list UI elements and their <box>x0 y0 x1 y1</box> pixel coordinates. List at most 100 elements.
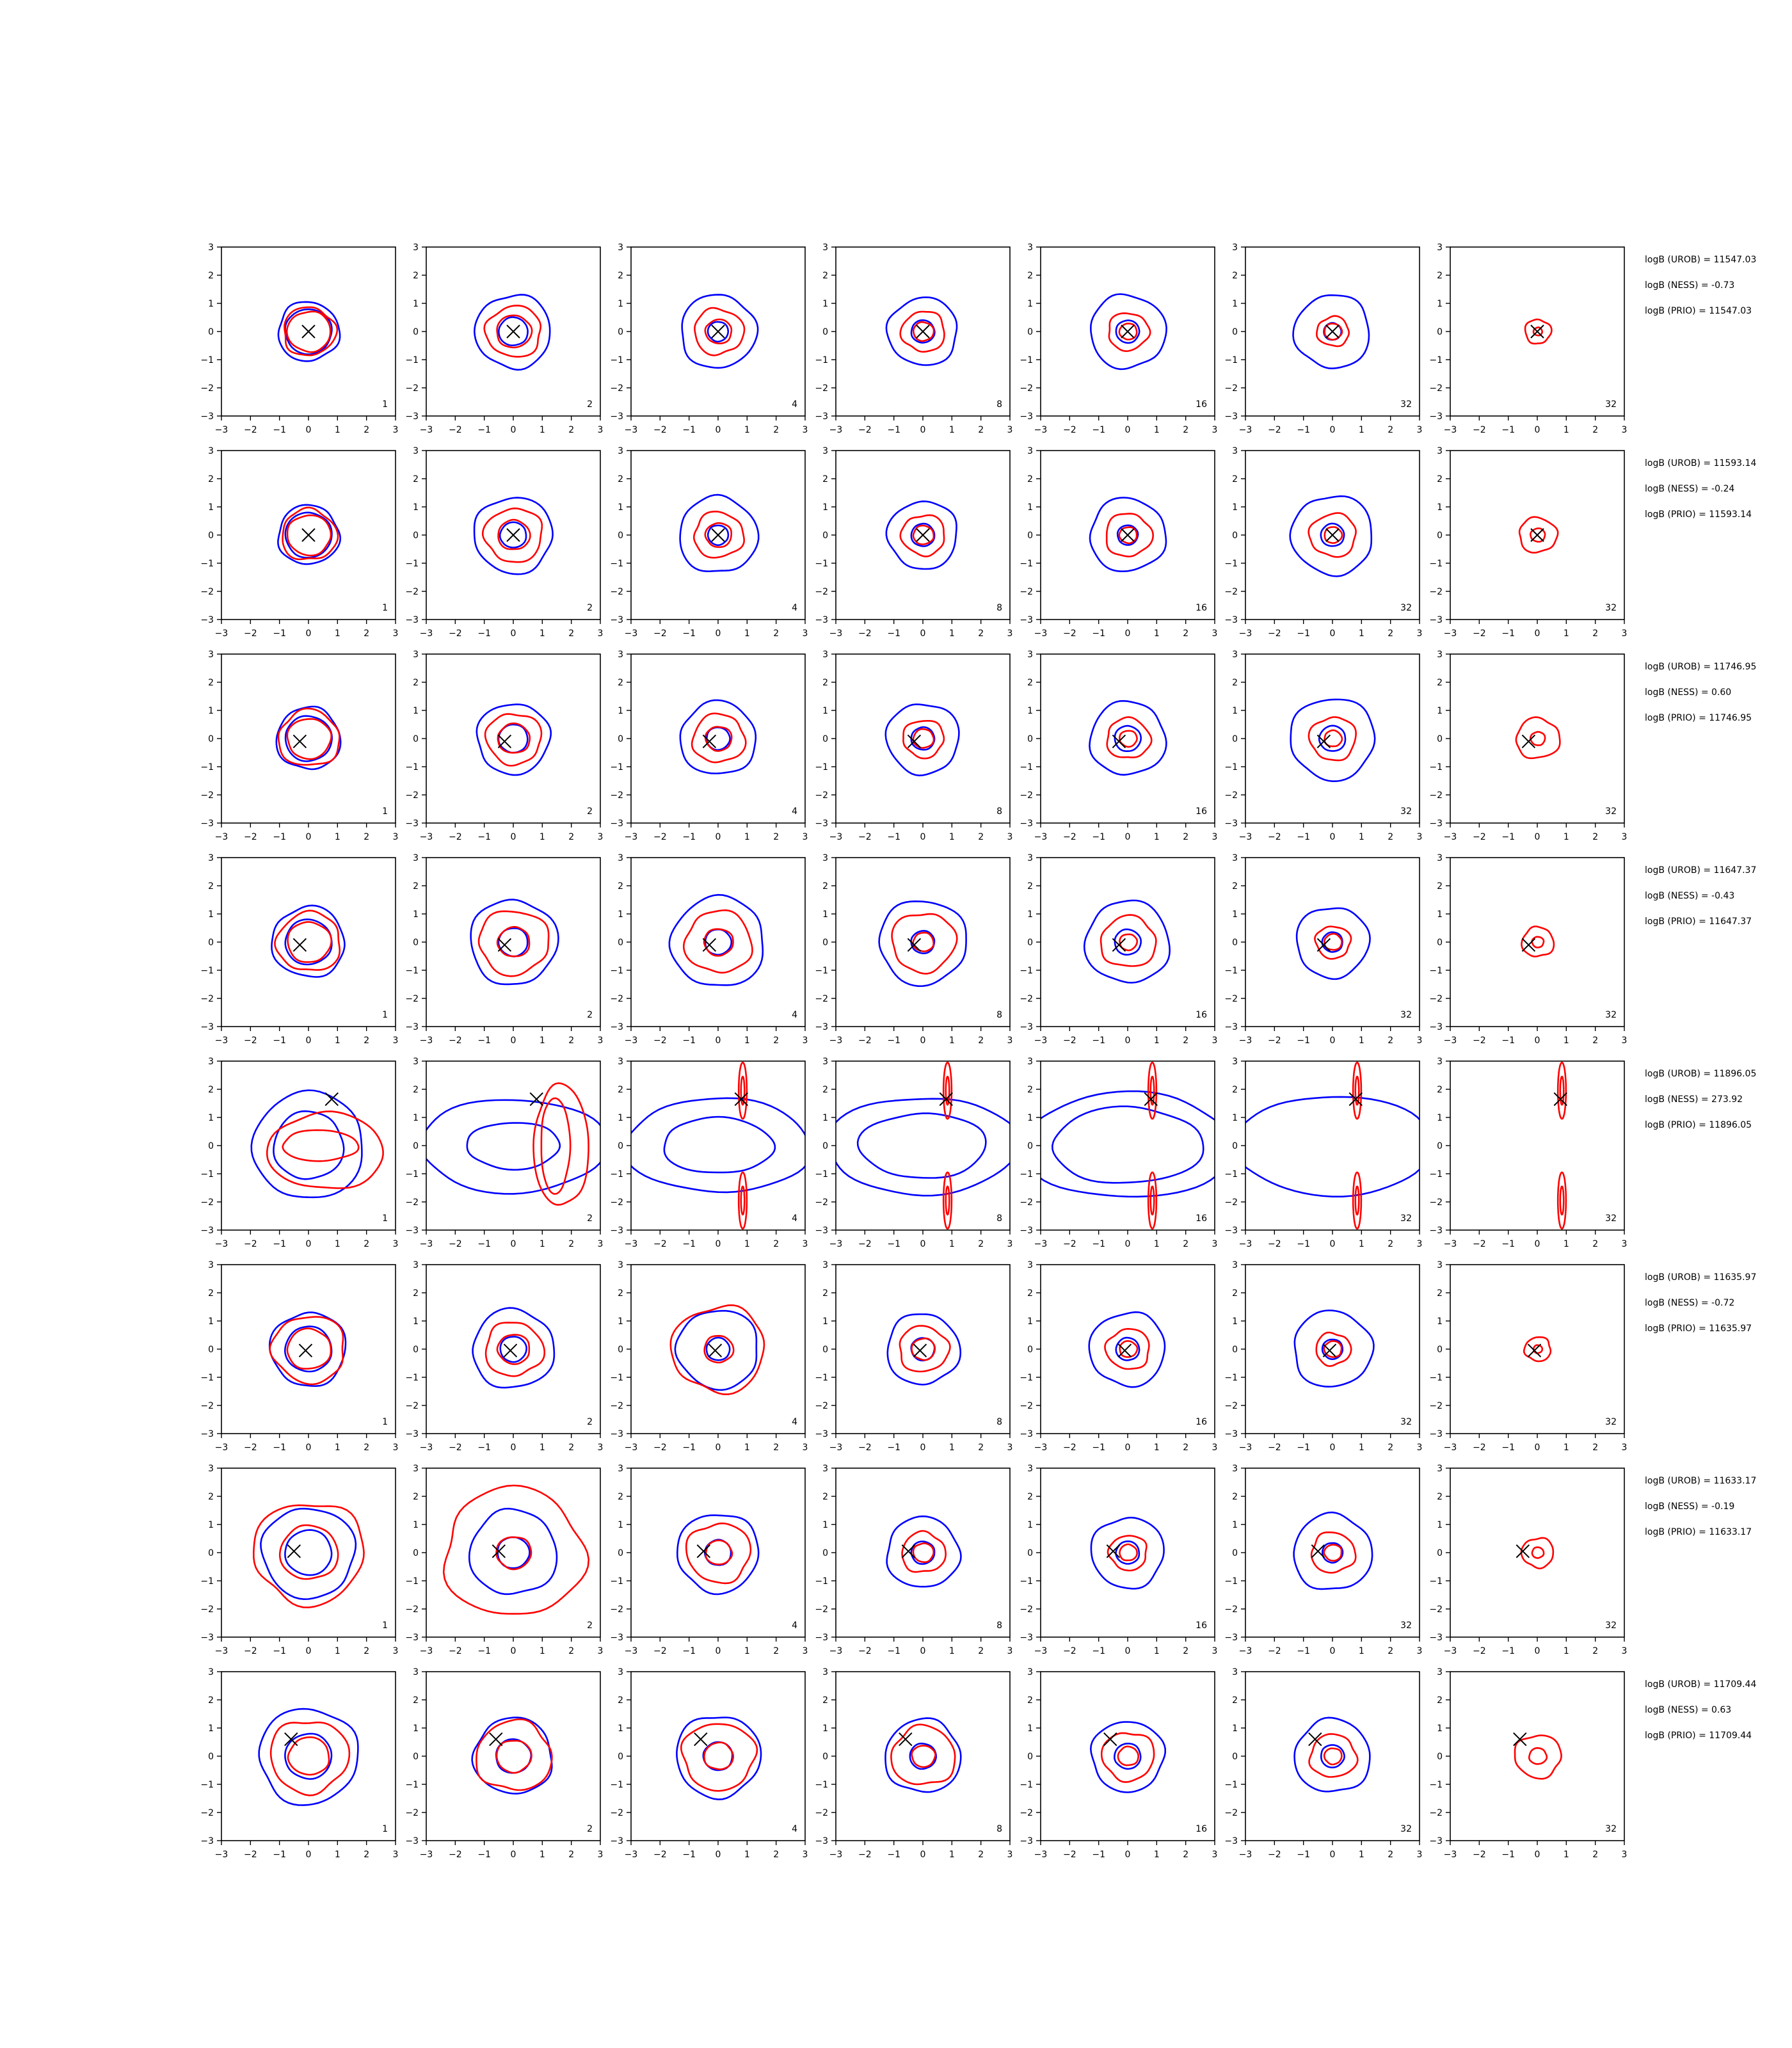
x-tick-label: −3 <box>420 1443 433 1453</box>
panel-label: 32 <box>1605 1010 1617 1020</box>
x-tick-label: −1 <box>887 1646 900 1656</box>
red-contour <box>911 1338 936 1361</box>
y-tick-label: −1 <box>1224 1169 1238 1180</box>
x-tick-label: 0 <box>1330 425 1336 435</box>
y-tick-label: −3 <box>1224 1836 1238 1846</box>
x-tick-label: 2 <box>364 832 369 842</box>
x-tick-label: 1 <box>1359 1036 1364 1046</box>
x-tick-label: 3 <box>1622 1036 1628 1046</box>
x-tick-label: −3 <box>829 1850 843 1860</box>
subplot-r3-c3: −3 −2 −1 0 1 2 3 −3 −2 −1 0 1 2 3 4 <box>610 650 808 842</box>
y-tick-label: 0 <box>1027 734 1033 744</box>
y-tick-label: 0 <box>822 734 828 744</box>
y-tick-label: 2 <box>413 1695 419 1706</box>
axes-frame <box>426 653 601 824</box>
plot-area <box>1041 1061 1215 1230</box>
x-tick-label: 3 <box>1417 425 1423 435</box>
y-tick-label: 0 <box>208 734 214 744</box>
x-tick-label: −1 <box>887 425 900 435</box>
x-tick-label: 1 <box>540 832 545 842</box>
x-marker <box>711 324 725 339</box>
x-tick-label: −2 <box>858 1036 872 1046</box>
x-tick-label: 3 <box>1007 425 1013 435</box>
y-tick-label: 2 <box>208 1695 214 1706</box>
y-tick-label: 1 <box>1027 299 1033 309</box>
x-tick-label: −1 <box>1092 1036 1105 1046</box>
y-tick-label: 3 <box>618 1057 623 1067</box>
y-tick-label: 2 <box>1027 1288 1033 1299</box>
y-tick-label: 0 <box>822 938 828 948</box>
x-marker <box>1530 528 1544 542</box>
x-tick-label: 3 <box>393 1239 399 1249</box>
y-tick-label: −3 <box>1429 1836 1443 1846</box>
x-tick-label: −1 <box>1297 628 1310 639</box>
x-marker <box>702 938 717 952</box>
red-contour <box>277 707 340 766</box>
x-tick-label: −1 <box>887 1239 900 1249</box>
x-tick-label: 1 <box>744 1646 750 1656</box>
x-tick-label: −3 <box>829 425 843 435</box>
x-tick-label: 1 <box>1564 1239 1569 1249</box>
x-tick-label: 3 <box>1212 628 1218 639</box>
axes-frame <box>426 857 601 1027</box>
y-tick-label: −3 <box>1020 1022 1033 1032</box>
y-tick-label: −3 <box>815 819 828 829</box>
panel-label: 1 <box>382 1010 388 1020</box>
plot-area <box>886 1313 962 1386</box>
subplot-r4-c6: −3 −2 −1 0 1 2 3 −3 −2 −1 0 1 2 3 32 <box>1224 853 1422 1046</box>
x-tick-label: −3 <box>625 1443 638 1453</box>
y-tick-label: 3 <box>1232 243 1238 253</box>
axes-frame <box>1040 1468 1215 1638</box>
x-tick-label: −2 <box>1063 1036 1076 1046</box>
x-tick-label: −2 <box>449 1036 462 1046</box>
blue-contour <box>1295 907 1371 980</box>
y-tick-label: 3 <box>413 650 419 660</box>
x-tick-label: 3 <box>803 1646 808 1656</box>
plot-area <box>1090 1516 1165 1590</box>
red-contour <box>1531 1546 1545 1559</box>
x-tick-label: −2 <box>1063 1646 1076 1656</box>
y-tick-label: 2 <box>1232 1085 1238 1095</box>
panel-label: 16 <box>1196 1824 1207 1834</box>
axes-frame <box>630 1468 806 1638</box>
y-tick-label: −3 <box>1429 412 1443 422</box>
x-tick-label: 1 <box>744 1239 750 1249</box>
y-tick-label: −1 <box>405 762 419 772</box>
y-tick-label: 1 <box>413 909 419 920</box>
x-tick-label: −2 <box>1473 1036 1486 1046</box>
logb-annotation: logB (NESS) = 273.92 <box>1645 1094 1743 1105</box>
x-tick-label: 2 <box>773 425 779 435</box>
x-tick-label: 0 <box>920 1443 926 1453</box>
x-tick-label: −1 <box>1501 1646 1515 1656</box>
x-tick-label: 3 <box>803 1239 808 1249</box>
blue-contour <box>1089 497 1167 572</box>
x-tick-label: 2 <box>773 832 779 842</box>
axes-frame <box>426 1468 601 1638</box>
y-tick-label: −3 <box>1020 819 1033 829</box>
x-tick-label: 1 <box>949 1443 955 1453</box>
axes-frame <box>835 1671 1011 1841</box>
y-tick-label: −2 <box>815 1808 828 1818</box>
y-tick-label: −2 <box>610 1197 623 1208</box>
red-contour <box>1104 1327 1150 1370</box>
x-marker <box>489 1732 503 1747</box>
x-tick-label: 0 <box>716 1850 721 1860</box>
x-tick-label: 0 <box>511 425 516 435</box>
blue-contour <box>1321 1338 1344 1361</box>
x-tick-label: 3 <box>1417 628 1423 639</box>
y-tick-label: −2 <box>1224 1197 1238 1208</box>
blue-contour <box>284 1529 333 1576</box>
y-tick-label: −2 <box>1020 383 1033 394</box>
x-tick-label: 2 <box>773 1646 779 1656</box>
x-tick-label: 1 <box>540 425 545 435</box>
x-tick-label: 0 <box>1535 628 1540 639</box>
panel-label: 32 <box>1400 1417 1412 1427</box>
y-tick-label: −1 <box>1224 1373 1238 1383</box>
x-tick-label: −3 <box>420 425 433 435</box>
y-tick-label: 1 <box>208 299 214 309</box>
red-contour <box>286 1327 332 1370</box>
axes-frame <box>1450 1671 1625 1841</box>
x-tick-label: −1 <box>477 832 491 842</box>
panel-label: 16 <box>1196 399 1207 410</box>
x-tick-label: 3 <box>1007 628 1013 639</box>
